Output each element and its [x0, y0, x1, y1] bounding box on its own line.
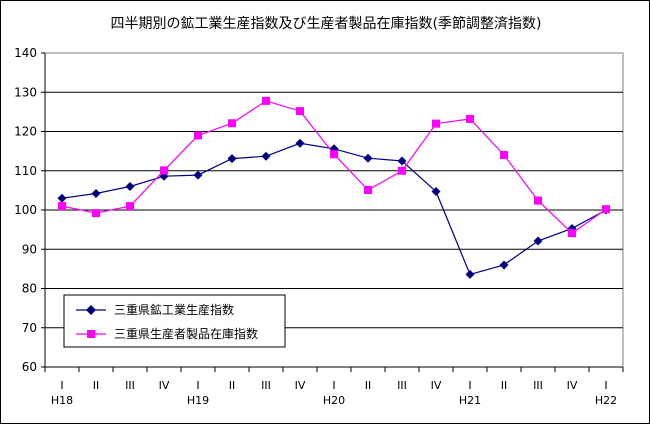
- series-group: [57, 96, 611, 279]
- x-tick-label: I: [196, 379, 199, 392]
- y-tick-label-120: 120: [14, 125, 37, 139]
- data-point: [228, 119, 236, 128]
- x-tick-label: III: [261, 379, 271, 392]
- legend-marker-1: [87, 330, 95, 338]
- data-point: [194, 131, 202, 140]
- x-tick-label: I: [604, 379, 607, 392]
- x-tick-label: II: [93, 379, 100, 392]
- x-tick-label: IV: [567, 379, 578, 392]
- legend-marker-0: [86, 305, 96, 315]
- data-point: [431, 187, 441, 197]
- y-tick-label-140: 140: [14, 46, 37, 60]
- data-point: [126, 202, 134, 211]
- legend: 三重県鉱工業生産指数 三重県生産者製品在庫指数: [63, 294, 286, 348]
- y-tick-label-80: 80: [22, 282, 37, 296]
- legend-label-0: 三重県鉱工業生産指数: [114, 302, 234, 317]
- data-point: [364, 185, 372, 194]
- data-point: [533, 236, 543, 246]
- data-point: [261, 151, 271, 161]
- data-point: [398, 166, 406, 175]
- data-point: [58, 202, 66, 211]
- data-point: [465, 269, 475, 279]
- data-point: [363, 153, 373, 163]
- data-point: [125, 181, 135, 191]
- x-tick-label: IV: [159, 379, 170, 392]
- data-point: [568, 229, 576, 238]
- x-tick-label: IV: [431, 379, 442, 392]
- y-axis: 60 70 80 90 100 110 120 130 140: [14, 46, 46, 374]
- chart-title: 四半期別の鉱工業生産指数及び生産者製品在庫指数(季節調整済指数): [111, 15, 542, 32]
- y-tick-label-110: 110: [14, 164, 37, 178]
- data-point: [499, 260, 509, 270]
- y-tick-label-60: 60: [22, 360, 37, 374]
- data-point: [57, 193, 67, 203]
- series-1: [58, 96, 610, 238]
- data-point: [330, 150, 338, 159]
- y-tick-label-70: 70: [22, 321, 37, 335]
- y-tick-label-100: 100: [14, 203, 37, 217]
- x-year-label: H21: [459, 394, 481, 407]
- data-point: [193, 170, 203, 180]
- x-tick-label: II: [229, 379, 236, 392]
- x-tick-label: III: [533, 379, 543, 392]
- data-point: [296, 107, 304, 116]
- data-point: [227, 154, 237, 164]
- data-point: [397, 156, 407, 166]
- x-year-label: H20: [323, 394, 345, 407]
- x-year-label: H18: [51, 394, 73, 407]
- x-year-label: H22: [595, 394, 617, 407]
- legend-box: [63, 294, 286, 348]
- data-point: [91, 189, 101, 199]
- legend-label-1: 三重県生産者製品在庫指数: [114, 326, 258, 341]
- data-point: [534, 196, 542, 205]
- data-point: [92, 209, 100, 218]
- x-tick-label: I: [60, 379, 63, 392]
- data-point: [500, 151, 508, 160]
- y-tick-label-130: 130: [14, 85, 37, 99]
- x-tick-label: III: [125, 379, 135, 392]
- x-year-label: H19: [187, 394, 209, 407]
- data-point: [262, 96, 270, 105]
- data-point: [295, 138, 305, 148]
- x-tick-label: IV: [295, 379, 306, 392]
- x-tick-label: II: [501, 379, 508, 392]
- data-point: [602, 205, 610, 214]
- x-tick-label: I: [332, 379, 335, 392]
- data-point: [466, 114, 474, 123]
- y-tick-label-90: 90: [22, 242, 37, 256]
- x-tick-label: II: [365, 379, 372, 392]
- data-point: [160, 166, 168, 175]
- x-tick-label: III: [397, 379, 407, 392]
- data-point: [432, 119, 440, 128]
- x-tick-label: I: [468, 379, 471, 392]
